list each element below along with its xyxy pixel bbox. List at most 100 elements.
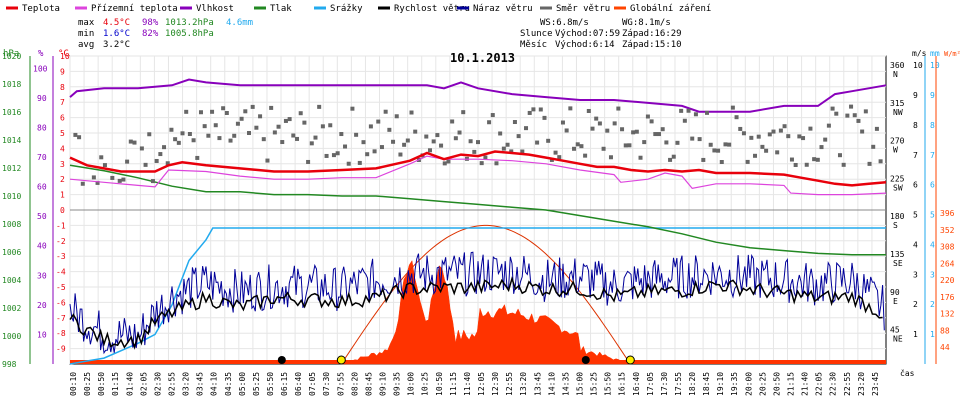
wind-dir-point [169,127,174,132]
wind-dir-point [295,136,300,141]
stat-max-rain: 4.6mm [226,18,253,28]
tick-degc: 0 [60,206,65,215]
wind-dir-point [269,105,274,110]
tick-x: 19:10 [716,372,725,396]
wind-dir-point [405,138,410,143]
tick-wm2: 44 [940,343,950,352]
wind-dir-point [494,161,499,166]
tick-x: 12:05 [477,372,486,396]
wind-dir-point [398,152,403,157]
wind-dir-point [346,161,351,166]
wind-dir-point [258,114,263,119]
wind-dir-point [642,140,647,145]
wind-dir-point [198,110,203,115]
moonset-marker [581,356,590,364]
tick-hpa: 1012 [2,164,21,173]
tick-x: 11:15 [449,372,458,396]
wind-dir-point [583,153,588,158]
wind-dir-point [627,143,632,148]
tick-x: 07:05 [308,372,317,396]
series-rychlost [69,276,883,350]
wind-dir-point [442,161,447,166]
wind-dir-point [224,111,229,116]
legend-label: Vlhkost [196,4,234,14]
wind-dir-point [605,128,610,133]
tick-dir-name: NE [893,335,903,344]
tick-x: 21:40 [801,372,810,396]
wind-dir-point [579,144,584,149]
tick-hpa: 1006 [2,248,21,257]
wind-dir-point [350,106,355,111]
tick-x: 05:00 [238,372,247,396]
series-prizemni [69,155,887,196]
tick-x: 09:10 [379,372,388,396]
wind-dir-point [202,124,207,129]
wind-dir-point [823,137,828,142]
wind-dir-point [767,132,772,137]
tick-dir-name: SW [893,183,903,192]
stat-avg-temp: 3.2°C [103,40,130,50]
info-moon-rise: Východ:6:14 [555,40,615,50]
tick-degc: 2 [60,175,65,184]
tick-x: 01:40 [125,372,134,396]
wind-dir-point [557,155,562,160]
tick-x: 06:40 [294,372,303,396]
wind-dir-point [801,136,806,141]
wind-dir-point [734,115,739,120]
wind-dir-point [867,161,872,166]
tick-degc: -3 [56,252,66,261]
wind-dir-point [660,127,665,132]
axis-degc-label: °C [58,49,69,59]
series-teplota [69,150,887,187]
legend-label: Rychlost větru [394,4,470,14]
legend-label: Globální záření [630,4,711,14]
wind-dir-point [608,155,613,160]
tick-x: 07:30 [322,372,331,396]
tick-dir-name: S [893,221,898,230]
wind-dir-point [228,138,233,143]
wind-dir-point [760,144,765,149]
tick-x: 15:25 [590,372,599,396]
tick-x: 14:35 [561,372,570,396]
wind-dir-point [77,135,82,140]
stat-max-hum: 98% [142,18,159,28]
info-moon-label: Měsíc [520,40,547,50]
wind-dir-point [597,121,602,126]
tick-ms: 4 [913,240,918,249]
tick-pct: 70 [37,153,47,162]
tick-wm2: 132 [940,310,955,319]
tick-degc: -6 [56,298,66,307]
wind-dir-point [235,121,240,126]
wind-dir-point [283,118,288,123]
tick-x: 00:10 [69,372,78,396]
wind-dir-point [206,133,211,138]
wind-dir-point [860,129,865,134]
tick-mm: 10 [930,61,940,70]
wind-dir-point [80,181,85,186]
wind-dir-point [808,126,813,131]
wind-dir-point [221,106,226,111]
info-sun-set: Západ:16:29 [622,29,682,39]
wind-dir-point [590,126,595,131]
wind-dir-point [317,104,322,109]
tick-dir-deg: 225 [890,174,905,183]
tick-pct: 10 [37,330,47,339]
tick-pct: 100 [33,64,48,73]
wind-dir-point [771,129,776,134]
tick-degc: -4 [56,268,66,277]
wind-dir-point [690,136,695,141]
tick-x: 18:20 [688,372,697,396]
wind-dir-point [682,118,687,123]
wind-dir-point [775,150,780,155]
tick-x: 03:45 [196,372,205,396]
tick-degc: 8 [60,83,65,92]
wind-dir-point [649,119,654,124]
wind-dir-point [468,139,473,144]
wind-dir-point [165,161,170,166]
tick-x: 20:25 [758,372,767,396]
tick-mm: 1 [930,330,935,339]
tick-x: 10:00 [407,372,416,396]
wind-dir-point [512,120,517,125]
tick-hpa: 1018 [2,80,21,89]
